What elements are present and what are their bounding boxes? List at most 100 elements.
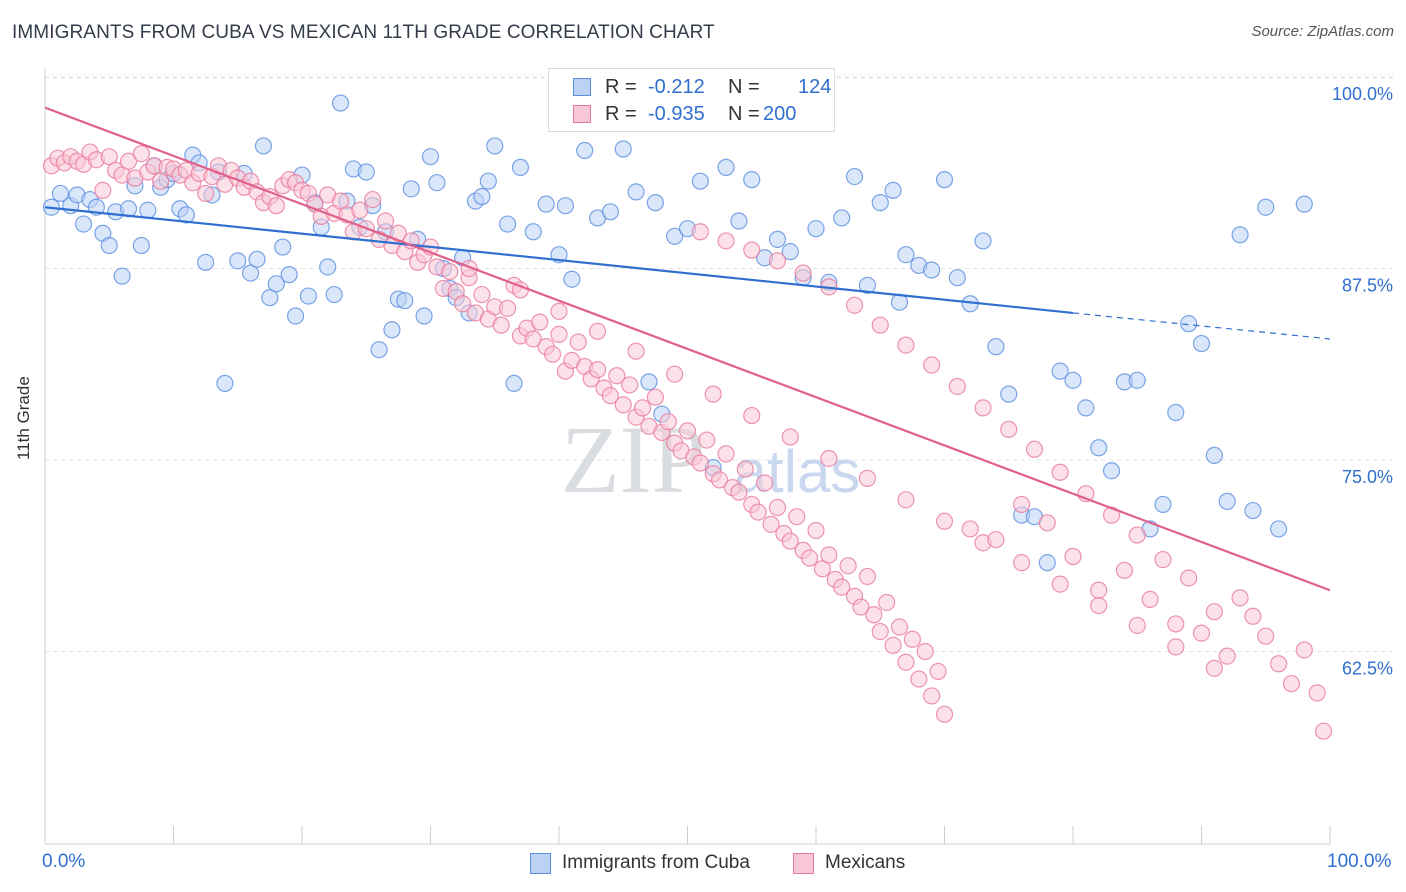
data-point	[884, 181, 902, 199]
data-point	[229, 252, 247, 270]
data-point	[1090, 596, 1108, 615]
legend-n-value-mexicans: 200	[763, 103, 797, 125]
data-point	[730, 212, 748, 230]
data-point	[749, 503, 767, 521]
data-point	[768, 230, 787, 248]
y-tick-label: 75.0%	[1342, 467, 1393, 487]
data-point	[601, 203, 620, 221]
y-tick-labels: 62.5% 75.0% 87.5% 100.0%	[1332, 84, 1393, 679]
data-point	[717, 445, 735, 463]
data-point	[935, 512, 954, 530]
data-point	[768, 498, 787, 517]
data-point	[1128, 616, 1146, 635]
data-point	[666, 227, 684, 245]
data-point	[100, 148, 118, 166]
watermark-atlas: atlas	[734, 438, 861, 505]
data-point	[1244, 501, 1262, 520]
data-point	[788, 508, 806, 526]
data-point	[537, 195, 555, 213]
data-point	[1218, 647, 1236, 665]
data-point	[248, 250, 266, 268]
data-point	[820, 546, 838, 564]
data-point	[1269, 655, 1288, 673]
data-point	[614, 140, 632, 158]
data-point	[1051, 575, 1069, 593]
data-point	[473, 285, 491, 304]
data-point	[871, 194, 889, 212]
data-point	[691, 223, 709, 241]
data-point	[1141, 590, 1159, 609]
data-point	[923, 687, 941, 705]
data-point	[1064, 371, 1082, 389]
data-point	[370, 341, 388, 359]
data-point	[1038, 514, 1056, 532]
data-point	[646, 194, 664, 212]
data-point	[267, 275, 285, 293]
data-point	[743, 171, 761, 189]
legend-n-value-cuba: 124	[798, 76, 832, 98]
data-point	[441, 262, 459, 281]
data-point	[1154, 550, 1172, 569]
data-point	[492, 316, 510, 334]
data-point	[331, 94, 350, 112]
data-point	[691, 454, 709, 472]
data-point	[1025, 440, 1044, 458]
data-point	[929, 662, 947, 681]
data-point	[845, 296, 864, 314]
data-point	[1000, 385, 1018, 403]
trend-lines	[44, 106, 1331, 592]
data-point	[1128, 371, 1146, 389]
data-point	[1012, 554, 1031, 572]
data-point	[499, 215, 517, 233]
data-point	[261, 289, 279, 307]
data-point	[1077, 399, 1095, 417]
legend-r-label: R =	[605, 76, 637, 98]
data-point	[197, 253, 215, 271]
data-point	[845, 167, 864, 186]
data-point	[1269, 520, 1288, 538]
data-point	[1115, 561, 1134, 579]
data-point	[717, 232, 735, 250]
data-point	[132, 236, 150, 255]
data-point	[858, 276, 877, 294]
data-point	[1192, 334, 1211, 353]
data-point	[897, 491, 915, 509]
points-mexicans	[42, 143, 1333, 740]
data-point	[1282, 675, 1301, 693]
source-label: Source: ZipAtlas.com	[1251, 23, 1394, 40]
data-point	[974, 399, 992, 417]
data-point	[1205, 659, 1223, 677]
data-point	[177, 206, 195, 224]
data-point	[717, 158, 735, 176]
data-point	[1128, 526, 1146, 544]
data-point	[550, 325, 568, 343]
data-point	[499, 299, 517, 317]
data-point	[113, 267, 131, 285]
data-point	[299, 287, 318, 305]
data-point	[666, 365, 684, 383]
data-point	[351, 201, 369, 219]
data-point	[1167, 615, 1185, 633]
data-point	[614, 396, 632, 414]
data-point	[865, 606, 883, 624]
data-point	[197, 184, 215, 203]
data-point	[1051, 362, 1069, 380]
data-point	[1205, 446, 1223, 465]
data-point	[588, 322, 607, 340]
data-point	[878, 593, 896, 612]
data-point	[1257, 198, 1275, 216]
data-point	[531, 313, 549, 331]
data-point	[974, 232, 992, 250]
data-point	[948, 269, 966, 287]
data-point	[961, 520, 979, 538]
legend-r-value-cuba: -0.212	[648, 76, 705, 98]
data-point	[569, 333, 587, 351]
legend-r-label: R =	[605, 103, 637, 125]
data-point	[511, 158, 530, 176]
data-point	[1000, 420, 1018, 438]
data-point	[486, 137, 504, 155]
data-point	[813, 560, 832, 578]
data-point	[357, 163, 375, 181]
data-point	[1257, 627, 1275, 645]
